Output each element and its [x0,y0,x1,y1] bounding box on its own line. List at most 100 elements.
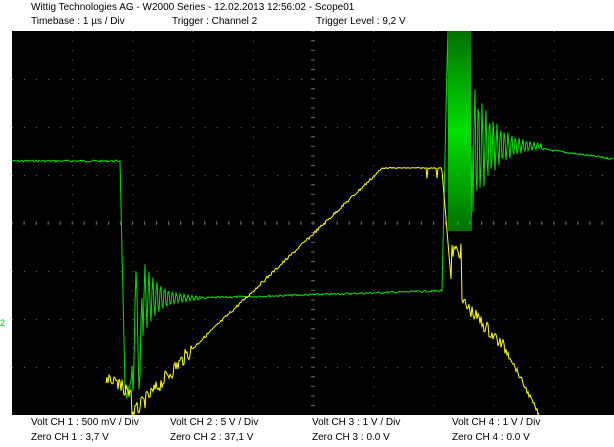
grid-dot [120,319,122,320]
grid-dot [361,223,363,224]
grid-dot [433,328,435,330]
grid-dot [493,59,495,61]
grid-dot [529,127,531,128]
grid-dot [60,127,62,128]
grid-dot [180,127,182,128]
grid-dot [349,175,351,176]
grid-dot [156,127,158,128]
grid-dot [168,127,170,128]
grid-dot [553,395,555,397]
grid-dot [252,309,254,311]
grid-dot [132,88,134,90]
grid-dot [577,319,579,320]
grid-dot [120,79,122,80]
grid-dot [349,127,351,128]
grid-dot [144,127,146,128]
grid-dot [12,271,13,272]
grid-dot [240,319,242,320]
grid-dot [144,79,146,80]
grid-dot [72,40,74,42]
grid-dot [216,223,218,224]
grid-dot [553,290,555,292]
grid-dot [493,50,495,52]
grid-dot [602,175,603,176]
grid-dot [252,59,254,61]
grid-dot [192,376,194,378]
grid-dot [132,309,134,311]
grid-dot [325,319,326,320]
grid-dot [192,146,194,148]
grid-dot [132,347,134,349]
ch3-zero-label: Zero CH 3 : 0.0 V [312,432,390,443]
grid-dot [72,50,74,52]
grid-dot [577,175,579,176]
grid-dot [72,184,74,186]
grid-dot [361,271,363,272]
grid-dot [192,59,194,61]
grid-dot [553,136,555,138]
grid-dot [156,79,158,80]
grid-dot [72,271,74,272]
grid-dot [493,290,495,292]
grid-dot [373,184,375,186]
grid-dot [60,175,62,176]
grid-dot [72,88,74,90]
grid-dot [373,386,375,388]
grid-dot [36,367,38,368]
grid-dot [589,175,591,176]
grid-dot [493,357,495,359]
grid-dot [168,319,170,320]
grid-dot [602,79,603,80]
grid-dot [132,59,134,61]
grid-dot [541,271,543,272]
grid-dot [445,319,447,320]
grid-dot [264,79,266,80]
grid-dot [84,271,86,272]
grid-dot [493,175,495,176]
ch3-volt-label: Volt CH 3 : 1 V / Div [312,417,401,428]
grid-dot [132,31,134,32]
grid-dot [589,127,591,128]
grid-dot [409,79,411,80]
grid-dot [385,271,387,272]
grid-dot [192,107,194,109]
grid-dot [276,271,278,272]
grid-dot [180,319,182,320]
grid-dot [72,242,74,244]
grid-dot [493,299,495,301]
grid-dot [493,165,495,167]
grid-dot [553,79,555,80]
grid-dot [108,175,110,176]
grid-dot [132,328,134,330]
grid-dot [565,127,567,128]
grid-dot [132,271,134,272]
grid-dot [276,319,278,320]
grid-dot [505,271,507,272]
grid-dot [469,175,471,176]
grid-dot [240,175,242,176]
grid-dot [36,319,38,320]
grid-dot [301,175,302,176]
grid-dot [240,79,242,80]
grid-dot [565,319,567,320]
grid-dot [252,203,254,205]
grid-dot [252,280,254,282]
grid-dot [192,271,194,272]
grid-dot [132,319,134,320]
grid-dot [493,232,495,234]
grid-dot [541,223,543,224]
grid-dot [577,271,579,272]
grid-dot [553,31,555,32]
grid-dot [517,175,519,176]
grid-dot [373,213,375,215]
grid-dot [373,280,375,282]
grid-dot [36,223,38,224]
grid-dot [276,127,278,128]
grid-dot [553,338,555,340]
grid-dot [493,395,495,397]
grid-dot [252,386,254,388]
grid-dot [361,367,363,368]
grid-dot [252,232,254,234]
ch1-volt-label: Volt CH 1 : 500 mV / Div [31,417,139,428]
grid-dot [553,155,555,157]
